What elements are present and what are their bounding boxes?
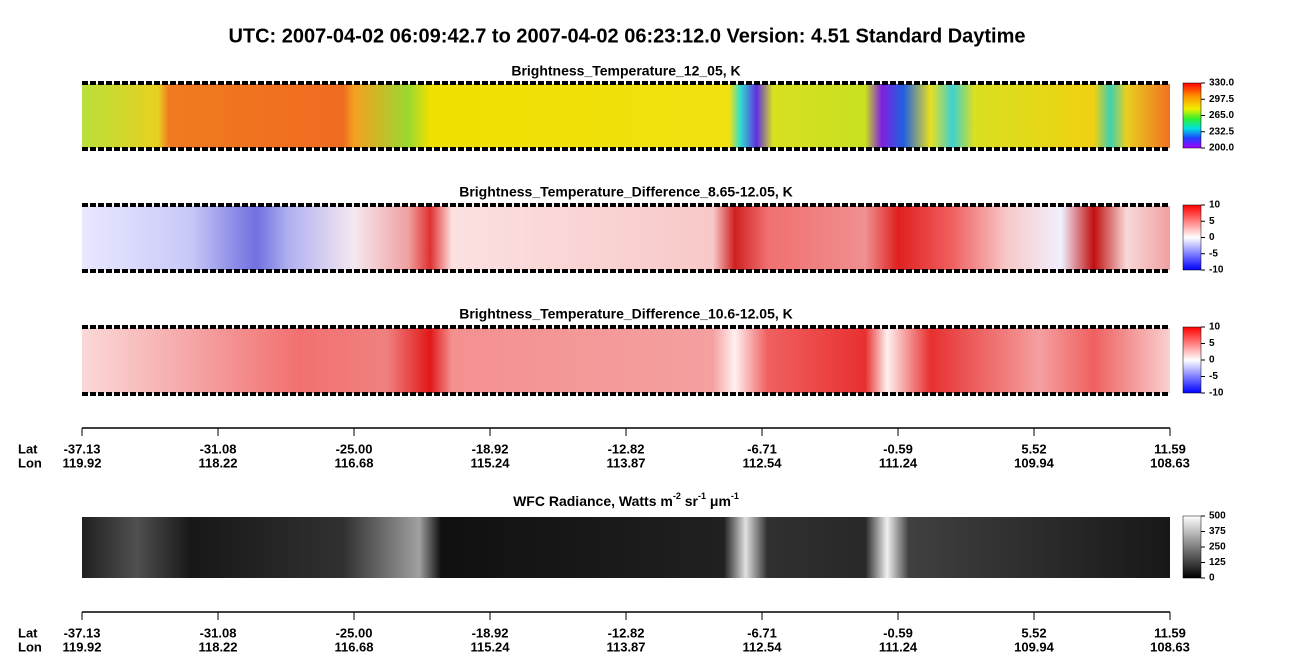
title-part: -1: [731, 491, 739, 501]
panel-title: WFC Radiance, Watts m-2 sr-1 μm-1: [513, 491, 739, 508]
lat-value: -6.71: [747, 441, 777, 456]
colorbar-label: 297.5: [1209, 94, 1234, 105]
colorbar-label: 500: [1209, 511, 1226, 522]
lat-value: -37.13: [64, 441, 101, 456]
title-part: μm: [706, 493, 731, 509]
image-strip: [82, 206, 1170, 270]
lat-value: -25.00: [336, 441, 373, 456]
lon-value: 109.94: [1014, 639, 1055, 654]
lon-value: 109.94: [1014, 455, 1055, 470]
lon-value: 108.63: [1150, 639, 1190, 654]
colorbar-label: 10: [1209, 200, 1221, 211]
lon-value: 112.54: [742, 639, 782, 654]
lat-value: -6.71: [747, 625, 777, 640]
lat-value: 5.52: [1021, 625, 1046, 640]
lon-value: 111.24: [879, 639, 918, 654]
title-part: WFC Radiance, Watts m: [513, 493, 673, 509]
lat-value: 11.59: [1154, 441, 1186, 456]
colorbar-label: 265.0: [1209, 110, 1234, 121]
colorbar-label: -10: [1209, 265, 1224, 276]
colorbar-label: 0: [1209, 355, 1215, 366]
lat-value: 11.59: [1154, 625, 1186, 640]
colorbar-label: 232.5: [1209, 126, 1234, 137]
colorbar-label: 5: [1209, 338, 1215, 349]
lat-value: -0.59: [883, 625, 913, 640]
lat-value: -12.82: [608, 625, 645, 640]
lon-value: 119.92: [62, 455, 101, 470]
lon-value: 116.68: [334, 455, 373, 470]
colorbar-label: 125: [1209, 557, 1226, 568]
lon-value: 116.68: [334, 639, 373, 654]
image-strip: [82, 328, 1170, 393]
image-strip: [82, 84, 1170, 148]
lon-value: 111.24: [879, 455, 918, 470]
lat-value: -25.00: [336, 625, 373, 640]
lat-value: -31.08: [200, 625, 237, 640]
lon-value: 113.87: [606, 455, 645, 470]
colorbar: [1182, 515, 1202, 579]
colorbar-label: 0: [1209, 573, 1215, 584]
colorbar-label: 10: [1209, 322, 1221, 333]
colorbar-label: -5: [1209, 248, 1218, 259]
lon-value: 115.24: [470, 639, 510, 654]
lon-value: 108.63: [1150, 455, 1190, 470]
lat-value: 5.52: [1021, 441, 1046, 456]
lat-value: -12.82: [608, 441, 645, 456]
lat-value: -31.08: [200, 441, 237, 456]
lon-value: 115.24: [470, 455, 510, 470]
lon-value: 118.22: [198, 455, 237, 470]
lat-label: Lat: [18, 441, 38, 456]
title-part: -2: [673, 491, 681, 501]
colorbar-label: 0: [1209, 232, 1215, 243]
lat-value: -37.13: [64, 625, 101, 640]
lat-value: -18.92: [472, 625, 509, 640]
panel-title: Brightness_Temperature_Difference_10.6-1…: [459, 306, 793, 322]
panel-title: Brightness_Temperature_Difference_8.65-1…: [459, 184, 793, 200]
lon-label: Lon: [18, 455, 42, 470]
image-strip: [82, 517, 1170, 578]
title-part: sr: [681, 493, 699, 509]
page-title: UTC: 2007-04-02 06:09:42.7 to 2007-04-02…: [228, 25, 1025, 47]
lat-value: -0.59: [883, 441, 913, 456]
lat-label: Lat: [18, 625, 38, 640]
panel-title: Brightness_Temperature_12_05, K: [511, 63, 740, 79]
lon-value: 113.87: [606, 639, 645, 654]
lon-value: 118.22: [198, 639, 237, 654]
colorbar-label: 250: [1209, 542, 1226, 553]
colorbar-label: 200.0: [1209, 143, 1234, 154]
colorbar-label: 5: [1209, 216, 1215, 227]
colorbar-label: 375: [1209, 526, 1226, 537]
lon-value: 119.92: [62, 639, 101, 654]
colorbar-label: 330.0: [1209, 78, 1234, 89]
lon-value: 112.54: [742, 455, 782, 470]
title-part: -1: [698, 491, 706, 501]
colorbar-label: -5: [1209, 371, 1218, 382]
colorbar: [1182, 204, 1202, 271]
colorbar-label: -10: [1209, 388, 1224, 399]
colorbar: [1182, 326, 1202, 394]
colorbar: [1182, 82, 1202, 149]
lon-label: Lon: [18, 639, 42, 654]
lat-value: -18.92: [472, 441, 509, 456]
